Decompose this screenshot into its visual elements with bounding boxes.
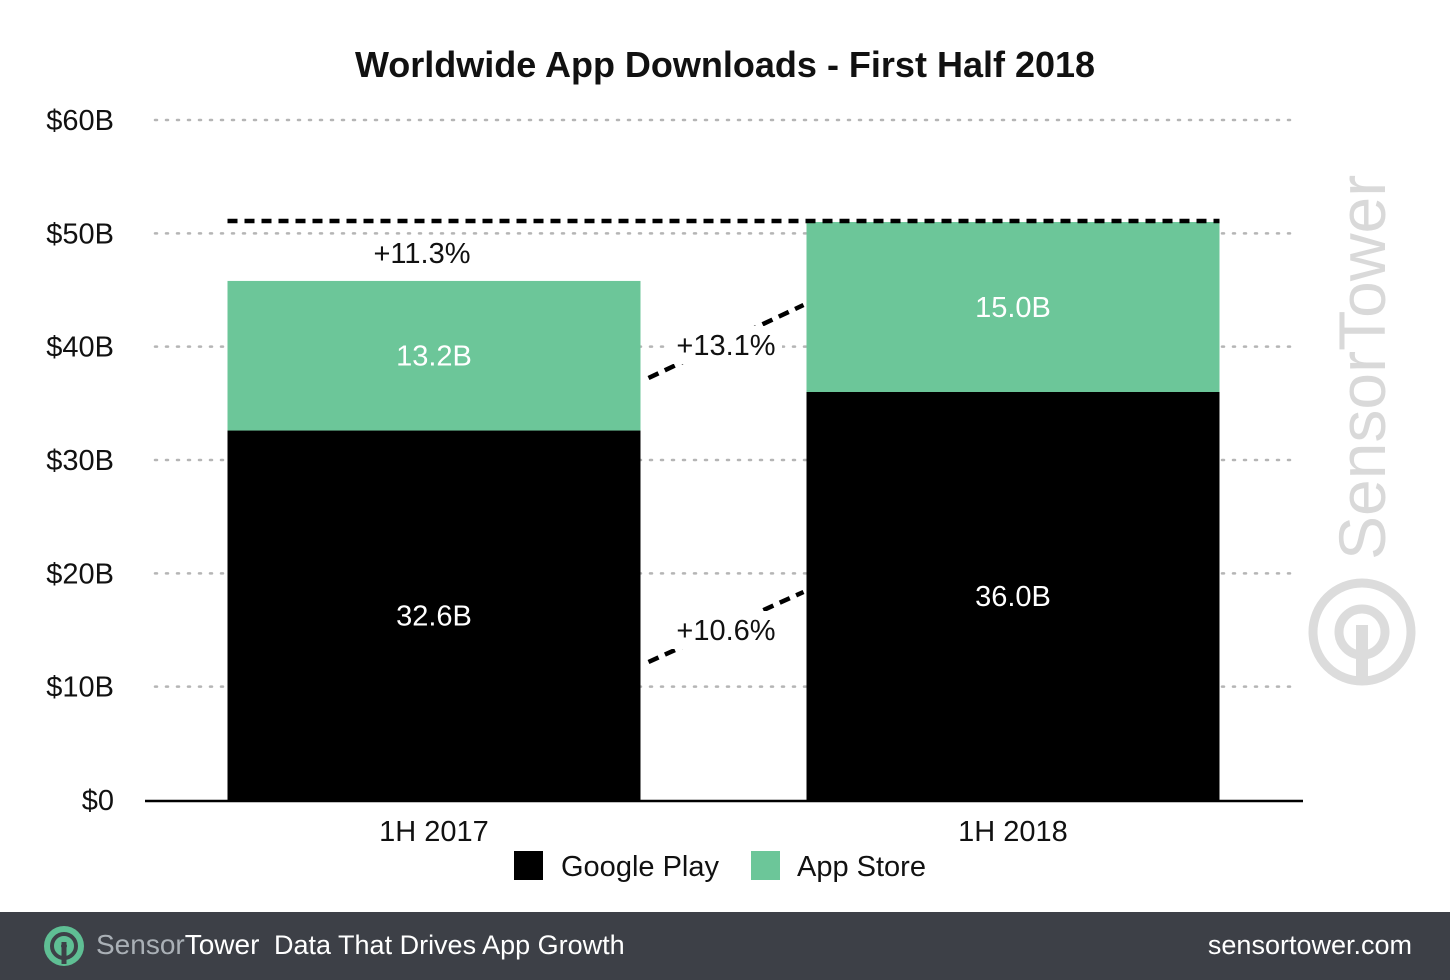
legend-label-app-store: App Store bbox=[797, 851, 926, 883]
footer-url[interactable]: sensortower.com bbox=[1207, 930, 1412, 960]
sensortower-logo-icon bbox=[42, 924, 86, 968]
app-store-growth-label: +13.1% bbox=[676, 330, 775, 362]
y-tick-label: $10B bbox=[46, 672, 114, 704]
watermark-text: SensorTower bbox=[1325, 175, 1399, 560]
y-tick-label: $40B bbox=[46, 332, 114, 364]
x-tick-label: 1H 2018 bbox=[958, 816, 1068, 848]
footer-brand-sensor: Sensor bbox=[96, 929, 185, 960]
y-tick-label: $30B bbox=[46, 445, 114, 477]
google-play-growth-line bbox=[647, 589, 805, 665]
data-label-google-play: 36.0B bbox=[975, 581, 1051, 613]
footer-brand-tower: Tower bbox=[184, 929, 260, 960]
bar-app-store bbox=[806, 222, 1220, 392]
data-label-app-store: 13.2B bbox=[396, 341, 472, 373]
bar-google-play bbox=[227, 430, 641, 800]
y-tick-label: $60B bbox=[46, 105, 114, 137]
legend-swatch-google-play bbox=[514, 851, 543, 880]
footer-tagline: Data That Drives App Growth bbox=[274, 930, 625, 960]
legend-label-google-play: Google Play bbox=[561, 851, 719, 883]
x-tick-label: 1H 2017 bbox=[379, 816, 489, 848]
legend-swatch-app-store bbox=[751, 851, 780, 880]
app-store-growth-label-bg bbox=[670, 326, 782, 364]
stacked-bar-chart: Worldwide App Downloads - First Half 201… bbox=[46, 44, 1416, 883]
google-play-growth-label-bg bbox=[670, 611, 782, 649]
footer-bar: SensorTower Data That Drives App Growth … bbox=[0, 912, 1450, 980]
y-tick-label: $50B bbox=[46, 218, 114, 250]
data-label-app-store: 15.0B bbox=[975, 292, 1051, 324]
bar-app-store bbox=[227, 280, 641, 431]
y-tick-label: $20B bbox=[46, 558, 114, 590]
data-label-google-play: 32.6B bbox=[396, 600, 472, 632]
google-play-growth-label: +10.6% bbox=[676, 615, 775, 647]
y-tick-label: $0 bbox=[82, 785, 114, 817]
bar-google-play bbox=[806, 392, 1220, 800]
chart-title: Worldwide App Downloads - First Half 201… bbox=[355, 44, 1095, 85]
total-growth-label: +11.3% bbox=[373, 238, 470, 270]
footer-brand: SensorTower bbox=[96, 928, 259, 962]
watermark-logo-stem-icon bbox=[1356, 625, 1368, 683]
app-store-growth-line bbox=[647, 302, 805, 381]
